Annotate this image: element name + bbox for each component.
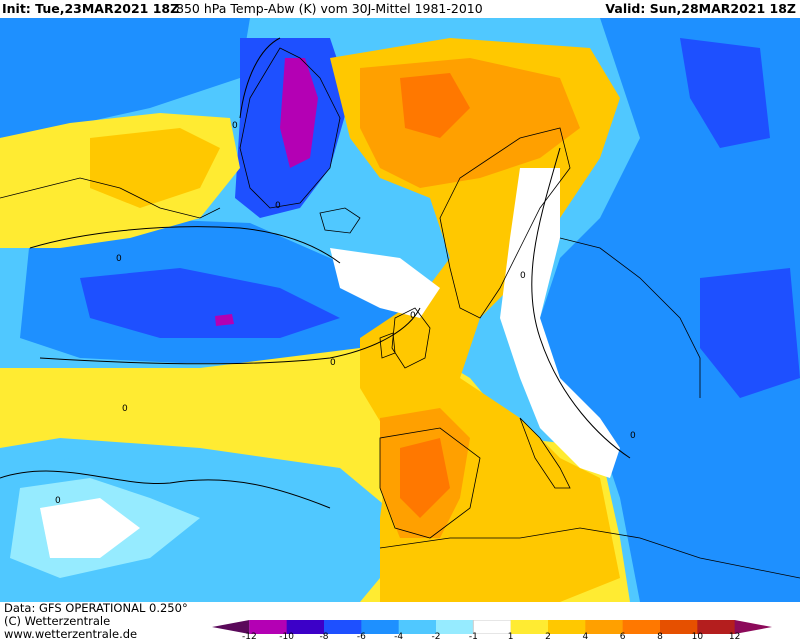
contour-label: 0 [116,254,122,264]
coastline-greenland [239,47,341,209]
contour-label: 0 [122,404,128,414]
anomaly-neutral-atlantic [330,248,440,318]
colorbar-tick-label: 2 [545,632,551,642]
colorbar-swatch [548,620,586,634]
colorbar-swatch [286,620,325,634]
copyright: (C) Wetterzentrale [4,614,111,628]
anomaly-violet-greenland [280,58,318,168]
colorbar-tick-label: 8 [657,632,663,642]
contour-label: 0 [410,311,416,321]
colorbar-tick-label: -6 [356,632,366,642]
data-source: Data: GFS OPERATIONAL 0.250° (C) Wetterz… [4,602,188,641]
colorbar-tick-label: -8 [319,632,329,642]
colorbar-swatch [697,620,736,634]
coastline-iberia [379,427,481,539]
colorbar-swatch [622,620,661,634]
coastline-british-isles [391,307,431,369]
contour-label: 0 [630,431,636,441]
anomaly-gold-canada [90,128,220,208]
contour-line [239,37,281,119]
anomaly-deepblue-atlantic [80,268,340,338]
anomaly-deepblue-east [700,268,800,398]
contour-labels: 0 0 0 0 0 0 0 0 0 [55,121,636,506]
coastline-ireland [379,332,396,359]
colorbar-tick-label: -4 [394,632,404,642]
colorbar-tick-label: 10 [691,632,704,642]
contour-line [29,226,341,264]
colorbar-swatch [660,620,698,634]
colorbar-tick-label: 12 [728,632,741,642]
contour-label: 0 [232,121,238,131]
colorbar-tick-label: 4 [582,632,589,642]
init-time: Init: Tue,23MAR2021 18Z [2,1,180,16]
map-title: 850 hPa Temp-Abw (K) vom 30J-Mittel 1981… [176,1,483,16]
colorbar-tick-label: -1 [468,632,478,642]
contour-line [39,307,421,365]
anomaly-neutral-central-europe [500,168,620,478]
anomaly-darkorange-iberia [400,438,450,518]
coastline-africa-north [379,527,800,579]
colorbar-tick-label: -12 [241,632,257,642]
coastlines [0,47,800,579]
anomaly-deepblue-russia [680,38,770,148]
contour-label: 0 [275,201,281,211]
colorbar-swatch [361,620,400,634]
contour-label: 0 [330,358,336,368]
contour-label: 0 [520,271,526,281]
colorbar-swatch [398,620,437,634]
anomaly-violet-atlantic [215,314,234,326]
colorbar-swatch [249,620,288,634]
colorbar-swatch [324,620,362,634]
anomaly-blue-northwest [0,18,250,138]
coastline-iceland [319,207,361,234]
colorbar-swatch [510,620,549,634]
colorbar-swatch [436,620,474,634]
anomaly-darkorange-scandinavia [400,73,470,138]
valid-time: Valid: Sun,28MAR2021 18Z [605,1,796,16]
temperature-anomaly-map: 0 0 0 0 0 0 0 0 0 [0,18,800,602]
contour-line [0,470,331,509]
colorbar-swatch [734,620,772,634]
anomaly-blue-russia [540,18,800,602]
coastline-scandinavia [439,127,571,319]
colorbar-swatch [585,620,624,634]
contour-label: 0 [55,496,61,506]
map-header: Init: Tue,23MAR2021 18Z 850 hPa Temp-Abw… [0,0,800,18]
colorbar-tick-label: -10 [279,632,295,642]
colorbar-tick-label: 1 [507,632,514,642]
colorbar-swatch [472,620,512,634]
coastline-canada [0,177,221,219]
colorbar-swatch [212,620,250,634]
colorbar [212,620,772,634]
anomaly-neutral-southwest [40,498,140,558]
colorbar-tick-label: 6 [619,632,626,642]
data-line: Data: GFS OPERATIONAL 0.250° [4,601,188,615]
contour-line [531,147,631,459]
colorbar-tick-label: -2 [431,632,441,642]
source-url: www.wetterzentrale.de [4,627,138,641]
coastline-eastern-europe [559,237,701,398]
coastline-italy [519,417,571,489]
